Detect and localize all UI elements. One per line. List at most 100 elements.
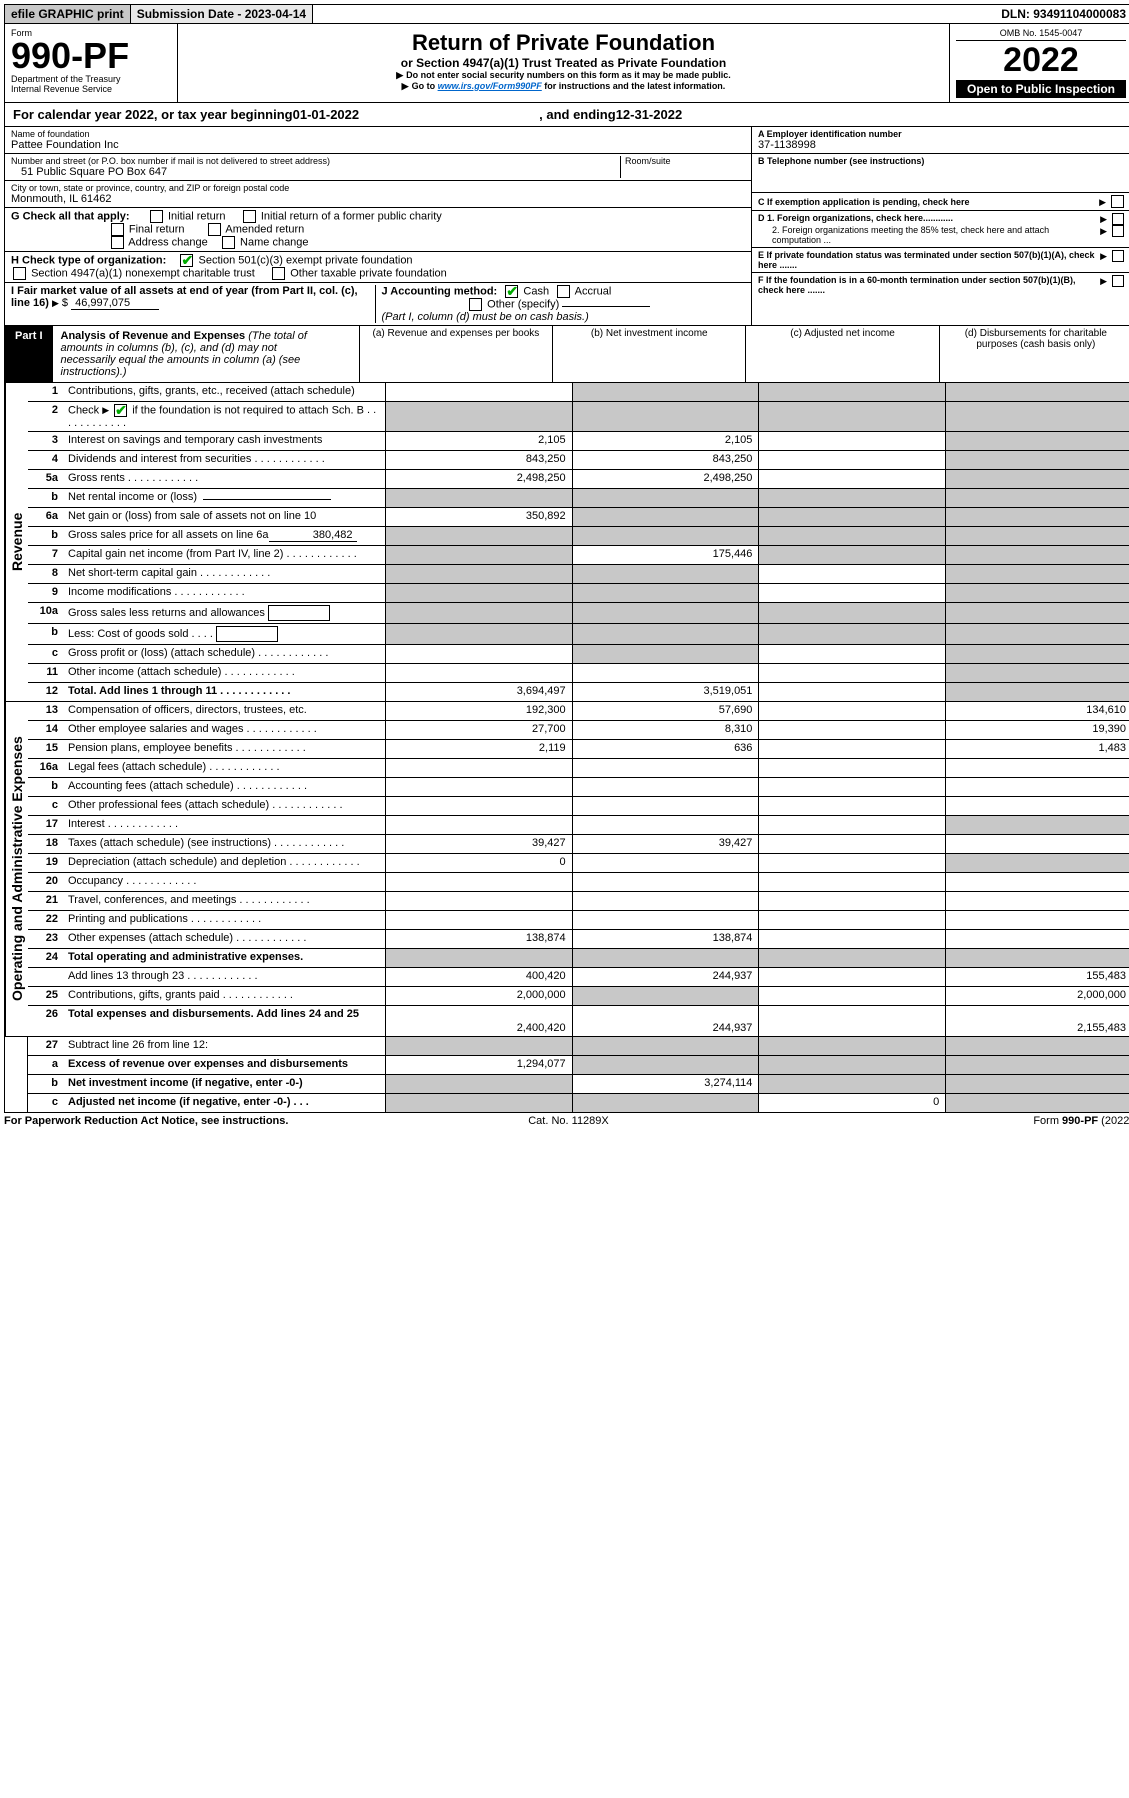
l10b-text: Less: Cost of goods sold [68, 628, 188, 640]
name-cell: Name of foundation Pattee Foundation Inc [5, 127, 751, 154]
l12-text: Total. Add lines 1 through 11 [68, 685, 217, 697]
l14-text: Other employee salaries and wages [68, 723, 243, 735]
line-25: Contributions, gifts, grants paid [64, 987, 385, 1005]
l4-a: 843,250 [385, 451, 572, 469]
l12-b: 3,519,051 [572, 683, 759, 701]
line-27a: Excess of revenue over expenses and disb… [64, 1056, 385, 1074]
line-6a: Net gain or (loss) from sale of assets n… [64, 508, 385, 526]
chk-other-method[interactable] [469, 298, 482, 311]
f-cell: F If the foundation is in a 60-month ter… [752, 273, 1129, 297]
form-header: Form 990-PF Department of the Treasury I… [4, 24, 1129, 103]
line-10b: Less: Cost of goods sold . . . . [64, 624, 385, 644]
line-23: Other expenses (attach schedule) [64, 930, 385, 948]
foundation-city: Monmouth, IL 61462 [11, 193, 745, 205]
l16a-text: Legal fees (attach schedule) [68, 761, 206, 773]
l10c-text: Gross profit or (loss) (attach schedule) [68, 647, 255, 659]
l5a-text: Gross rents [68, 472, 125, 484]
l23-b: 138,874 [572, 930, 759, 948]
cal-mid: , and ending [539, 107, 616, 122]
chk-501c3[interactable] [180, 254, 193, 267]
opt-addr: Address change [128, 236, 208, 248]
l6b-pre: Gross sales price for all assets on line… [68, 529, 269, 541]
l10a-text: Gross sales less returns and allowances [68, 607, 265, 619]
submission-date-box: Submission Date - 2023-04-14 [131, 5, 313, 23]
chk-address-change[interactable] [111, 236, 124, 249]
chk-other-taxable[interactable] [272, 267, 285, 280]
col-a-header: (a) Revenue and expenses per books [359, 326, 552, 382]
chk-schB[interactable] [114, 404, 127, 417]
chk-d2[interactable] [1112, 225, 1124, 237]
line-24b: Add lines 13 through 23 [64, 968, 385, 986]
col-b-header: (b) Net investment income [552, 326, 745, 382]
l22-text: Printing and publications [68, 913, 188, 925]
city-cell: City or town, state or province, country… [5, 181, 751, 208]
chk-e[interactable] [1112, 250, 1124, 262]
top-bar: efile GRAPHIC print Submission Date - 20… [4, 4, 1129, 24]
line-17: Interest [64, 816, 385, 834]
l12-a: 3,694,497 [385, 683, 572, 701]
l5b-text: Net rental income or (loss) [68, 491, 197, 503]
chk-final-return[interactable] [111, 223, 124, 236]
chk-c[interactable] [1111, 195, 1124, 208]
l16c-text: Other professional fees (attach schedule… [68, 799, 269, 811]
l23-a: 138,874 [385, 930, 572, 948]
l24b-text: Add lines 13 through 23 [68, 970, 184, 982]
part1-label: Part I [5, 326, 53, 382]
l25-d: 2,000,000 [945, 987, 1129, 1005]
l25-a: 2,000,000 [385, 987, 572, 1005]
note-url: Go to www.irs.gov/Form990PF for instruct… [184, 81, 943, 92]
l24b-d: 155,483 [945, 968, 1129, 986]
j-note: (Part I, column (d) must be on cash basi… [382, 311, 589, 323]
chk-4947[interactable] [13, 267, 26, 280]
l26-a: 2,400,420 [385, 1006, 572, 1036]
line-18: Taxes (attach schedule) (see instruction… [64, 835, 385, 853]
opt-name: Name change [240, 236, 309, 248]
ein-label: A Employer identification number [758, 129, 1126, 139]
f-label: F If the foundation is in a 60-month ter… [758, 275, 1100, 295]
line-12: Total. Add lines 1 through 11 [64, 683, 385, 701]
opt-cash: Cash [523, 285, 549, 297]
chk-name-change[interactable] [222, 236, 235, 249]
l11-text: Other income (attach schedule) [68, 666, 221, 678]
form-subtitle: or Section 4947(a)(1) Trust Treated as P… [184, 56, 943, 70]
line-5b: Net rental income or (loss) [64, 489, 385, 507]
l23-text: Other expenses (attach schedule) [68, 932, 233, 944]
l24b-b: 244,937 [572, 968, 759, 986]
l13-a: 192,300 [385, 702, 572, 720]
revenue-side-label: Revenue [5, 383, 28, 701]
chk-cash[interactable] [505, 285, 518, 298]
chk-f[interactable] [1112, 275, 1124, 287]
part1-title: Analysis of Revenue and Expenses [61, 330, 246, 342]
cal-pre: For calendar year 2022, or tax year begi… [13, 107, 293, 122]
l18-text: Taxes (attach schedule) (see instruction… [68, 837, 271, 849]
l15-text: Pension plans, employee benefits [68, 742, 233, 754]
l5a-a: 2,498,250 [385, 470, 572, 488]
col-d-header: (d) Disbursements for charitable purpose… [939, 326, 1129, 382]
l19-a: 0 [385, 854, 572, 872]
chk-initial-former[interactable] [243, 210, 256, 223]
line-1: Contributions, gifts, grants, etc., rece… [64, 383, 385, 401]
line-21: Travel, conferences, and meetings [64, 892, 385, 910]
l24b-a: 400,420 [385, 968, 572, 986]
chk-accrual[interactable] [557, 285, 570, 298]
footer-row: For Paperwork Reduction Act Notice, see … [4, 1113, 1129, 1127]
tax-year: 2022 [956, 41, 1126, 80]
opt-accrual: Accrual [575, 285, 612, 297]
l5a-b: 2,498,250 [572, 470, 759, 488]
chk-initial-return[interactable] [150, 210, 163, 223]
chk-d1[interactable] [1112, 213, 1124, 225]
l27c-text: Adjusted net income (if negative, enter … [68, 1096, 290, 1108]
form-url-link[interactable]: www.irs.gov/Form990PF [438, 81, 542, 91]
l6a-a: 350,892 [385, 508, 572, 526]
footer-right: Form 990-PF (2022) [1033, 1115, 1129, 1127]
line-22: Printing and publications [64, 911, 385, 929]
form-title: Return of Private Foundation [184, 30, 943, 56]
note-url-pre: Go to [412, 81, 438, 91]
chk-amended[interactable] [208, 223, 221, 236]
opt-other-method: Other (specify) [487, 298, 559, 310]
addr-cell: Number and street (or P.O. box number if… [5, 154, 751, 181]
note-ssn: Do not enter social security numbers on … [184, 70, 943, 81]
name-label: Name of foundation [11, 129, 745, 139]
l20-text: Occupancy [68, 875, 123, 887]
other-method-field[interactable] [562, 306, 650, 307]
